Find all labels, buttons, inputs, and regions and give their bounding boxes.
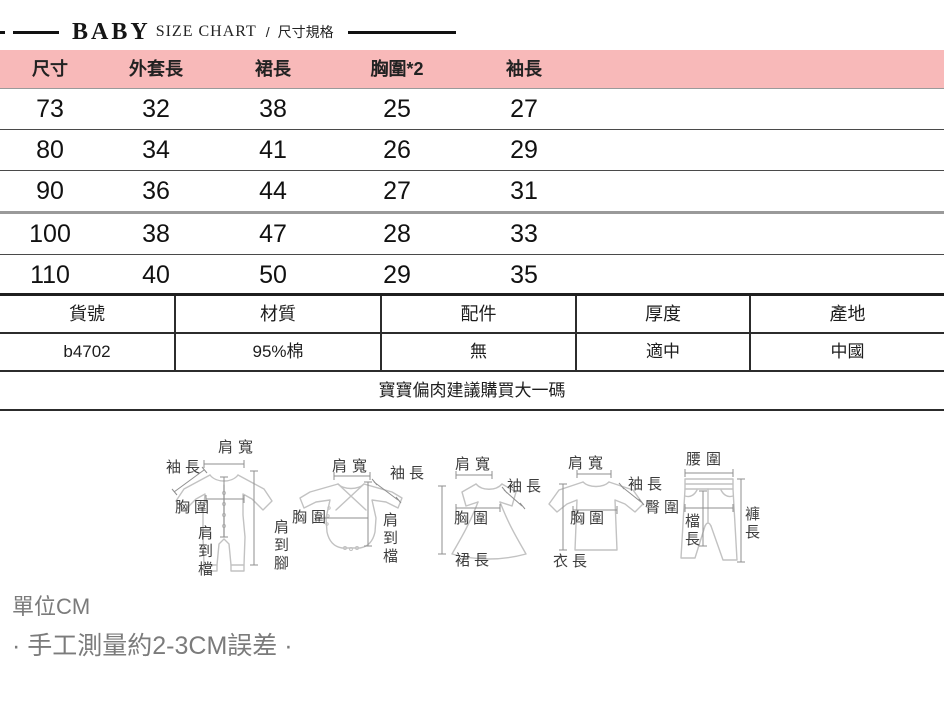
bodysuit-chest-label: 胸圍 xyxy=(292,510,331,526)
info-value-row: b4702 95%棉 無 適中 中國 xyxy=(0,334,944,372)
romper-diagram: 肩寬 袖長 胸圍 肩到檔 肩到腳 xyxy=(158,437,306,587)
table-row: 110 40 50 29 35 xyxy=(0,255,944,295)
table-row: 100 38 47 28 33 xyxy=(0,214,944,255)
size-table-header-row: 尺寸 外套長 裙長 胸圍*2 袖長 xyxy=(0,50,944,89)
unit-note: 單位CM xyxy=(12,594,91,619)
dress-skirt-length-label: 裙長 xyxy=(455,553,494,569)
cell-chest: 28 xyxy=(383,220,411,248)
column-header-coat-length: 外套長 xyxy=(129,59,183,79)
romper-shoulder-width-label: 肩寬 xyxy=(218,440,259,456)
info-value-material: 95%棉 xyxy=(176,334,382,370)
info-value-thickness: 適中 xyxy=(577,334,751,370)
top-chest-label: 胸圍 xyxy=(570,511,609,527)
cell-coat: 32 xyxy=(142,95,170,123)
bodysuit-drawing-icon xyxy=(299,472,403,551)
top-garment-length-label: 衣長 xyxy=(553,554,592,570)
product-info-table: 貨號 材質 配件 厚度 產地 b4702 95%棉 無 適中 中國 寶寶偏肉建議… xyxy=(0,293,944,411)
subtitle-cjk: 尺寸規格 xyxy=(277,24,334,40)
header-edge-mark xyxy=(0,30,5,34)
column-header-skirt-length: 裙長 xyxy=(255,59,291,79)
cell-coat: 38 xyxy=(142,220,170,248)
info-header-row: 貨號 材質 配件 厚度 產地 xyxy=(0,296,944,334)
cell-sleeve: 33 xyxy=(510,220,538,248)
pants-drawing-icon xyxy=(680,469,745,563)
size-table: 尺寸 外套長 裙長 胸圍*2 袖長 73 32 38 25 27 80 34 4… xyxy=(0,50,944,295)
cell-chest: 25 xyxy=(383,95,411,123)
column-header-filler xyxy=(588,50,944,88)
top-diagram: 肩寬 袖長 胸圍 衣長 xyxy=(533,448,673,576)
column-header-size: 尺寸 xyxy=(32,59,68,79)
dress-drawing-icon xyxy=(438,471,527,560)
dress-sleeve-length-label: 袖長 xyxy=(507,479,546,495)
cell-skirt: 41 xyxy=(259,136,287,164)
cell-sleeve: 31 xyxy=(510,177,538,205)
cell-skirt: 44 xyxy=(259,177,287,205)
bodysuit-shoulder-width-label: 肩寬 xyxy=(332,459,373,475)
romper-shoulder-to-crotch-label: 肩到檔 xyxy=(196,525,212,579)
pants-hip-label: 臀圍 xyxy=(645,500,684,516)
sizing-advice-note: 寶寶偏肉建議購買大一碼 xyxy=(0,372,944,411)
cell-size: 80 xyxy=(36,136,64,164)
top-drawing-icon xyxy=(548,470,645,551)
brand-title: BABY xyxy=(72,18,151,45)
chart-header: BABY SIZE CHART / 尺寸規格 xyxy=(0,16,456,48)
info-header-item-no: 貨號 xyxy=(0,296,176,332)
cell-sleeve: 35 xyxy=(510,261,538,289)
header-left-line xyxy=(13,30,59,34)
cell-size: 73 xyxy=(36,95,64,123)
cell-coat: 34 xyxy=(142,136,170,164)
bodysuit-shoulder-to-crotch-label: 肩到檔 xyxy=(381,512,397,566)
top-sleeve-length-label: 袖長 xyxy=(628,477,667,493)
header-right-line xyxy=(347,30,456,34)
romper-sleeve-length-label: 袖長 xyxy=(166,460,205,476)
cell-skirt: 47 xyxy=(259,220,287,248)
romper-drawing-icon xyxy=(171,460,273,572)
romper-shoulder-to-foot-label: 肩到腳 xyxy=(272,519,288,573)
cell-coat: 36 xyxy=(142,177,170,205)
table-row: 73 32 38 25 27 xyxy=(0,89,944,130)
cell-size: 90 xyxy=(36,177,64,205)
info-value-accessories: 無 xyxy=(382,334,577,370)
cell-size: 100 xyxy=(29,220,71,248)
subtitle-separator: / xyxy=(265,24,270,40)
cell-chest: 26 xyxy=(383,136,411,164)
column-header-chest: 胸圍*2 xyxy=(370,59,424,79)
table-row: 80 34 41 26 29 xyxy=(0,130,944,171)
column-header-sleeve: 袖長 xyxy=(506,59,542,79)
cell-size: 110 xyxy=(30,261,70,289)
cell-sleeve: 29 xyxy=(510,136,538,164)
bodysuit-diagram: 肩寬 袖長 胸圍 肩到檔 xyxy=(286,448,436,580)
tolerance-note: · 手工測量約2-3CM誤差 · xyxy=(12,632,293,660)
info-header-thickness: 厚度 xyxy=(577,296,751,332)
dress-diagram: 肩寬 袖長 胸圍 裙長 xyxy=(428,448,553,576)
info-value-origin: 中國 xyxy=(830,342,865,361)
info-header-origin: 產地 xyxy=(829,304,866,324)
top-shoulder-width-label: 肩寬 xyxy=(568,456,609,472)
pants-waist-label: 腰圍 xyxy=(686,452,727,468)
cell-sleeve: 27 xyxy=(510,95,538,123)
bodysuit-sleeve-length-label: 袖長 xyxy=(390,466,429,482)
cell-chest: 29 xyxy=(383,261,411,289)
table-row: 90 36 44 27 31 xyxy=(0,171,944,214)
info-value-item-no: b4702 xyxy=(0,334,176,370)
pants-crotch-length-label: 檔長 xyxy=(683,513,699,549)
cell-skirt: 50 xyxy=(259,261,287,289)
cell-coat: 40 xyxy=(142,261,170,289)
dress-shoulder-width-label: 肩寬 xyxy=(455,457,496,473)
cell-skirt: 38 xyxy=(259,95,287,123)
info-header-accessories: 配件 xyxy=(382,296,577,332)
info-header-material: 材質 xyxy=(176,296,382,332)
romper-chest-label: 胸圍 xyxy=(175,500,214,516)
pants-length-label: 褲長 xyxy=(743,506,759,542)
cell-chest: 27 xyxy=(383,177,411,205)
pants-diagram: 腰圍 臀圍 檔長 褲長 xyxy=(643,446,768,586)
chart-subtitle: SIZE CHART xyxy=(155,23,257,40)
dress-chest-label: 胸圍 xyxy=(454,511,493,527)
